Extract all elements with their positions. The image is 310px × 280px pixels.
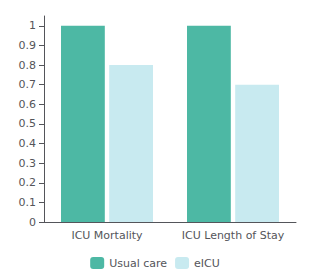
svg-text:0.7: 0.7 xyxy=(19,78,37,91)
svg-text:0.4: 0.4 xyxy=(19,137,37,150)
svg-text:0.3: 0.3 xyxy=(19,157,37,170)
svg-text:0.9: 0.9 xyxy=(19,39,37,52)
svg-text:0.6: 0.6 xyxy=(19,98,37,111)
svg-text:eICU: eICU xyxy=(194,257,220,270)
svg-text:ICU Mortality: ICU Mortality xyxy=(71,229,143,242)
svg-text:ICU Length of Stay: ICU Length of Stay xyxy=(182,229,285,242)
svg-text:0.8: 0.8 xyxy=(19,59,37,72)
svg-text:0.1: 0.1 xyxy=(19,196,37,209)
svg-text:0.2: 0.2 xyxy=(19,176,37,189)
svg-text:0: 0 xyxy=(29,216,36,229)
svg-text:0.5: 0.5 xyxy=(19,117,37,130)
svg-text:1: 1 xyxy=(29,19,36,32)
svg-text:Usual care: Usual care xyxy=(109,257,167,270)
